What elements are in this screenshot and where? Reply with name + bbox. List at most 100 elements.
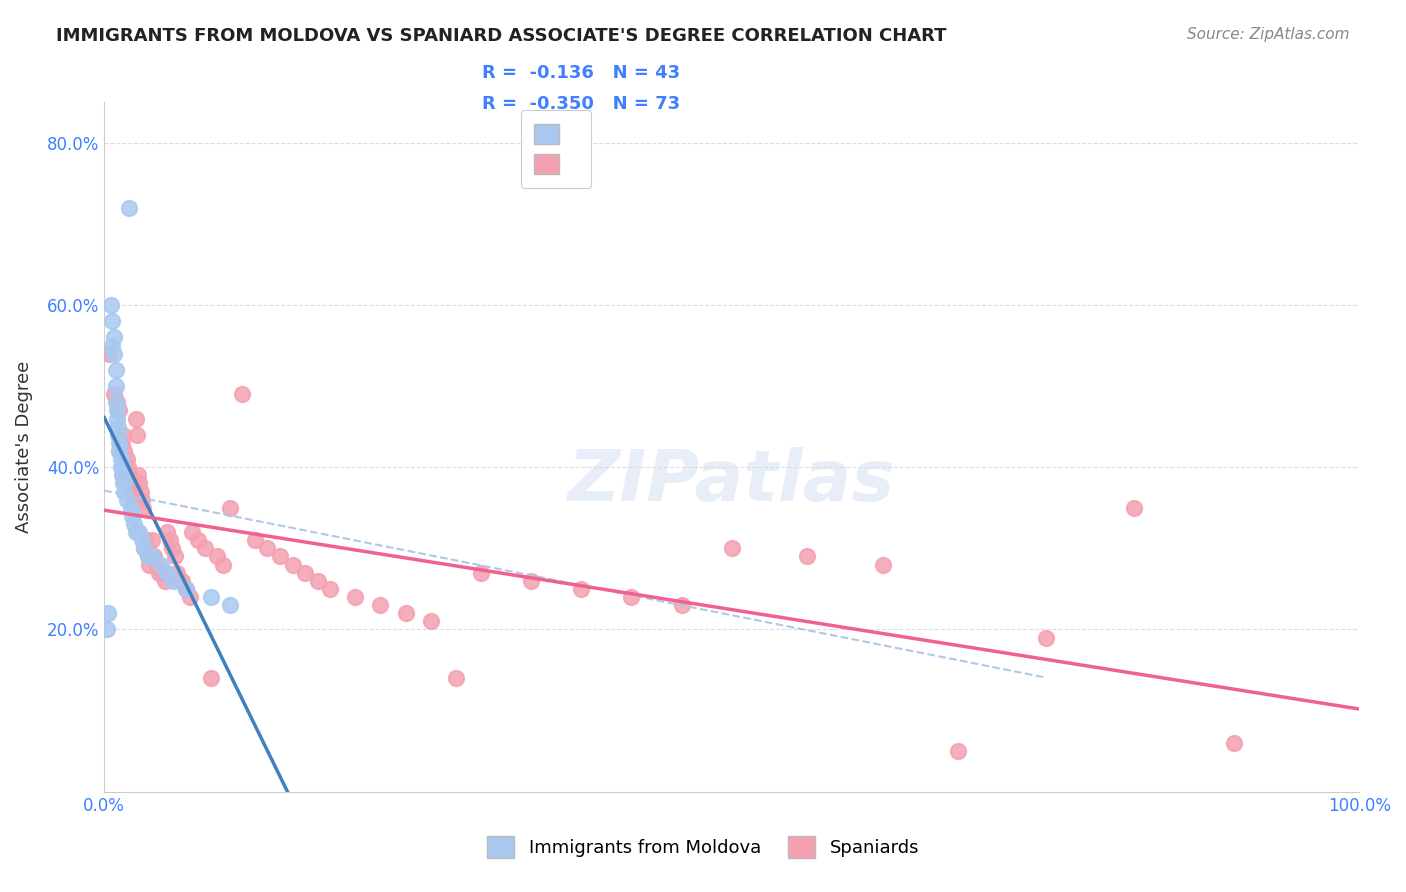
Point	[107, 419, 129, 434]
Point	[796, 549, 818, 564]
Point	[135, 533, 157, 548]
Point	[96, 623, 118, 637]
Point	[103, 387, 125, 401]
Point	[125, 525, 148, 540]
Point	[118, 468, 141, 483]
Text: Source: ZipAtlas.com: Source: ZipAtlas.com	[1187, 27, 1350, 42]
Point	[103, 330, 125, 344]
Point	[111, 435, 134, 450]
Point	[111, 460, 134, 475]
Point	[107, 427, 129, 442]
Point	[104, 395, 127, 409]
Point	[200, 671, 222, 685]
Point	[269, 549, 291, 564]
Point	[307, 574, 329, 588]
Point	[121, 508, 143, 523]
Point	[112, 476, 135, 491]
Point	[294, 566, 316, 580]
Point	[1035, 631, 1057, 645]
Point	[159, 533, 181, 548]
Point	[205, 549, 228, 564]
Point	[170, 574, 193, 588]
Point	[132, 500, 155, 515]
Point	[111, 468, 134, 483]
Point	[419, 615, 441, 629]
Point	[148, 566, 170, 580]
Point	[108, 444, 131, 458]
Point	[101, 338, 124, 352]
Text: ZIPatlas: ZIPatlas	[568, 447, 896, 516]
Point	[187, 533, 209, 548]
Point	[112, 468, 135, 483]
Point	[134, 541, 156, 556]
Point	[97, 606, 120, 620]
Point	[138, 558, 160, 572]
Point	[117, 460, 139, 475]
Point	[218, 500, 240, 515]
Point	[156, 525, 179, 540]
Point	[1122, 500, 1144, 515]
Point	[174, 582, 197, 596]
Text: R =  -0.136   N = 43: R = -0.136 N = 43	[482, 64, 681, 82]
Point	[129, 484, 152, 499]
Legend:  ,  : ,	[522, 111, 592, 188]
Point	[160, 541, 183, 556]
Point	[127, 468, 149, 483]
Point	[124, 411, 146, 425]
Point	[231, 387, 253, 401]
Point	[149, 558, 172, 572]
Point	[118, 201, 141, 215]
Point	[141, 533, 163, 548]
Point	[131, 492, 153, 507]
Point	[120, 500, 142, 515]
Point	[281, 558, 304, 572]
Point	[134, 541, 156, 556]
Point	[110, 452, 132, 467]
Point	[124, 516, 146, 531]
Point	[218, 598, 240, 612]
Point	[105, 395, 128, 409]
Point	[104, 379, 127, 393]
Point	[136, 541, 159, 556]
Point	[103, 346, 125, 360]
Point	[100, 298, 122, 312]
Point	[128, 476, 150, 491]
Point	[143, 549, 166, 564]
Point	[110, 460, 132, 475]
Point	[124, 525, 146, 540]
Point	[156, 566, 179, 580]
Point	[136, 549, 159, 564]
Point	[125, 427, 148, 442]
Point	[120, 476, 142, 491]
Point	[344, 590, 367, 604]
Point	[128, 525, 150, 540]
Point	[98, 346, 121, 360]
Point	[169, 574, 191, 588]
Point	[162, 574, 184, 588]
Point	[101, 314, 124, 328]
Point	[370, 598, 392, 612]
Point	[1223, 736, 1246, 750]
Point	[112, 476, 135, 491]
Point	[319, 582, 342, 596]
Legend: Immigrants from Moldova, Spaniards: Immigrants from Moldova, Spaniards	[479, 829, 927, 865]
Point	[444, 671, 467, 685]
Point	[174, 582, 197, 596]
Point	[520, 574, 543, 588]
Point	[124, 492, 146, 507]
Point	[166, 566, 188, 580]
Point	[108, 403, 131, 417]
Point	[671, 598, 693, 612]
Point	[108, 435, 131, 450]
Point	[256, 541, 278, 556]
Point	[394, 606, 416, 620]
Point	[105, 403, 128, 417]
Point	[163, 549, 186, 564]
Point	[115, 492, 138, 507]
Point	[121, 476, 143, 491]
Point	[620, 590, 643, 604]
Y-axis label: Associate's Degree: Associate's Degree	[15, 360, 32, 533]
Point	[141, 549, 163, 564]
Point	[212, 558, 235, 572]
Text: IMMIGRANTS FROM MOLDOVA VS SPANIARD ASSOCIATE'S DEGREE CORRELATION CHART: IMMIGRANTS FROM MOLDOVA VS SPANIARD ASSO…	[56, 27, 946, 45]
